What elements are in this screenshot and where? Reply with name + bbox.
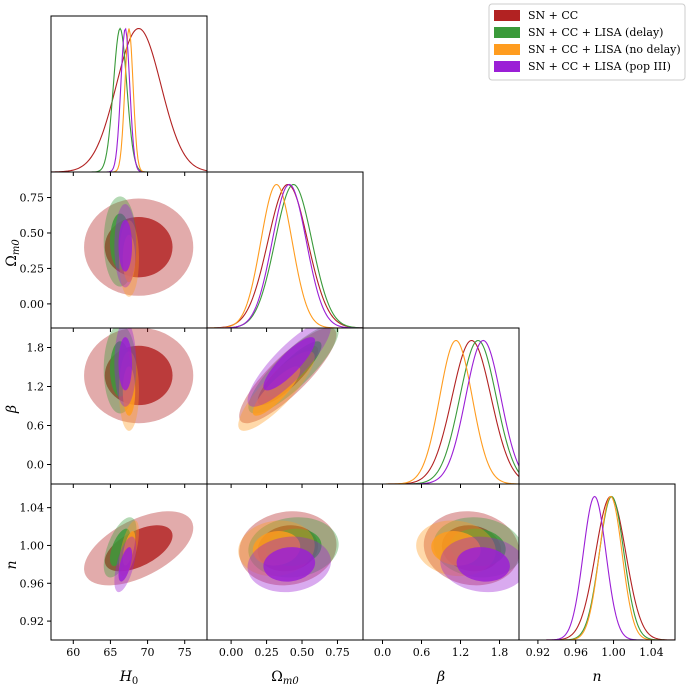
- panel-n-vs-n-content: [519, 495, 675, 640]
- ytick-label-n: 0.96: [20, 577, 45, 590]
- panels-group: 0.00 0.25 0.50 0.75 0.0 0.6 1.2 1.8 60 65 70 75 0.92…: [20, 15, 676, 659]
- panel-h0-vs-n-content: [84, 511, 194, 593]
- panel-omega-m0-vs-n-content: [238, 511, 339, 593]
- legend-label-sn-cc: SN + CC: [528, 9, 578, 22]
- marginal-curve-h0-2: [51, 28, 207, 172]
- marginal-curve-beta-0: [363, 339, 519, 484]
- marginal-curve-h0-1: [51, 27, 207, 172]
- panel-omega-m0-vs-beta-content: [238, 328, 339, 431]
- xtick-label-n: 1.04: [639, 646, 664, 659]
- legend-label-lisa-no-delay: SN + CC + LISA (no delay): [528, 43, 681, 56]
- xtick-label-h0: 65: [103, 646, 117, 659]
- legend-entry-sn-cc: SN + CC: [494, 9, 578, 22]
- ytick-label-omega-m0: 0.50: [20, 227, 45, 240]
- marginal-curve-h0-3: [51, 27, 207, 172]
- ylabel-omega-m0: Ωm0: [4, 239, 22, 267]
- xlabel-beta: β: [436, 669, 445, 685]
- xtick-label-n: 0.92: [526, 646, 551, 659]
- contour-1sigma-h0-omega-m0-3: [118, 219, 133, 272]
- legend-entry-lisa-delay: SN + CC + LISA (delay): [494, 26, 663, 39]
- panel-h0-vs-h0-frame: [50, 15, 208, 173]
- panel-omega-m0-vs-beta: [206, 327, 364, 488]
- panel-beta-vs-beta: [362, 327, 520, 488]
- xtick-label-beta: 0.6: [413, 646, 431, 659]
- marginal-curve-h0-0: [51, 27, 207, 172]
- panel-h0-vs-h0-content: [51, 27, 207, 172]
- marginal-curve-beta-1: [363, 339, 519, 484]
- xtick-label-omega-m0: 0.25: [254, 646, 279, 659]
- xtick-label-n: 0.96: [563, 646, 588, 659]
- panel-omega-m0-vs-n: 0.00 0.25 0.50 0.75: [206, 483, 364, 659]
- panel-beta-vs-beta-content: [363, 339, 519, 484]
- panel-h0-vs-omega-m0: 0.00 0.25 0.50 0.75: [20, 171, 208, 332]
- legend-frame: [488, 3, 686, 81]
- xtick-label-h0: 60: [66, 646, 80, 659]
- ytick-label-n: 1.00: [20, 539, 45, 552]
- legend-entry-lisa-pop3: SN + CC + LISA (pop III): [494, 60, 671, 73]
- legend-label-lisa-pop3: SN + CC + LISA (pop III): [528, 60, 671, 73]
- panel-n-vs-n: 0.92 0.96 1.00 1.04: [518, 483, 676, 659]
- panel-n-vs-n-frame: [518, 483, 676, 641]
- panel-beta-vs-n-content: [416, 511, 519, 593]
- legend-swatch-lisa-pop3: [494, 61, 520, 72]
- ytick-label-beta: 0.6: [27, 420, 45, 433]
- panel-omega-m0-vs-omega-m0: [206, 171, 364, 332]
- xtick-label-beta: 1.8: [491, 646, 509, 659]
- panel-h0-vs-beta-content: [84, 328, 194, 431]
- xlabel-h0: H0: [119, 669, 139, 687]
- ytick-label-n: 1.04: [20, 502, 45, 515]
- panel-omega-m0-vs-omega-m0-content: [207, 183, 363, 328]
- panel-h0-vs-h0: [50, 15, 208, 176]
- marginal-curve-omega-m0-3: [207, 183, 363, 328]
- xtick-label-n: 1.00: [601, 646, 626, 659]
- panel-h0-vs-beta: 0.0 0.6 1.2 1.8: [27, 327, 208, 488]
- contour-1sigma-h0-n-3: [118, 547, 133, 582]
- xtick-label-omega-m0: 0.50: [290, 646, 315, 659]
- xtick-label-beta: 0.0: [374, 646, 392, 659]
- ylabel-beta: β: [4, 405, 20, 414]
- marginal-curve-beta-2: [363, 339, 519, 484]
- marginal-curve-omega-m0-2: [207, 183, 363, 328]
- xtick-label-omega-m0: 0.75: [325, 646, 350, 659]
- legend-label-lisa-delay: SN + CC + LISA (delay): [528, 26, 663, 39]
- contour-1sigma-omega-m0-beta-2: [252, 366, 301, 416]
- legend: SN + CC SN + CC + LISA (delay) SN + CC +…: [488, 3, 686, 81]
- xtick-label-h0: 70: [141, 646, 155, 659]
- ytick-label-n: 0.92: [20, 615, 45, 628]
- panel-h0-vs-omega-m0-content: [84, 196, 194, 297]
- ytick-label-omega-m0: 0.00: [20, 298, 45, 311]
- panel-beta-vs-n: 0.0 0.6 1.2 1.8: [362, 483, 520, 659]
- marginal-curve-n-2: [519, 495, 675, 640]
- ytick-label-omega-m0: 0.75: [20, 192, 45, 205]
- legend-entry-lisa-no-delay: SN + CC + LISA (no delay): [494, 43, 681, 56]
- ytick-label-omega-m0: 0.25: [20, 262, 45, 275]
- contour-1sigma-omega-m0-beta-3: [263, 337, 316, 391]
- panel-omega-m0-vs-omega-m0-frame: [206, 171, 364, 329]
- legend-swatch-lisa-no-delay: [494, 44, 520, 55]
- contour-1sigma-h0-beta-3: [118, 337, 133, 391]
- xlabel-omega-m0: Ωm0: [271, 669, 299, 687]
- ytick-label-beta: 1.2: [27, 381, 45, 394]
- ylabel-n: n: [4, 560, 20, 569]
- legend-swatch-lisa-delay: [494, 27, 520, 38]
- contour-1sigma-beta-n-3: [456, 547, 510, 582]
- xtick-label-h0: 75: [178, 646, 192, 659]
- marginal-curve-beta-3: [363, 339, 519, 484]
- panel-h0-vs-n: 60 65 70 75 0.92 0.96 1.00 1.04: [20, 483, 208, 659]
- xtick-label-beta: 1.2: [452, 646, 470, 659]
- panel-beta-vs-beta-frame: [362, 327, 520, 485]
- ytick-label-beta: 0.0: [27, 459, 45, 472]
- xlabel-n: n: [592, 669, 601, 685]
- legend-swatch-sn-cc: [494, 10, 520, 21]
- ytick-label-beta: 1.8: [27, 342, 45, 355]
- contour-1sigma-omega-m0-n-3: [263, 547, 316, 582]
- xtick-label-omega-m0: 0.00: [219, 646, 244, 659]
- contour-1sigma-h0-n-1: [109, 528, 131, 567]
